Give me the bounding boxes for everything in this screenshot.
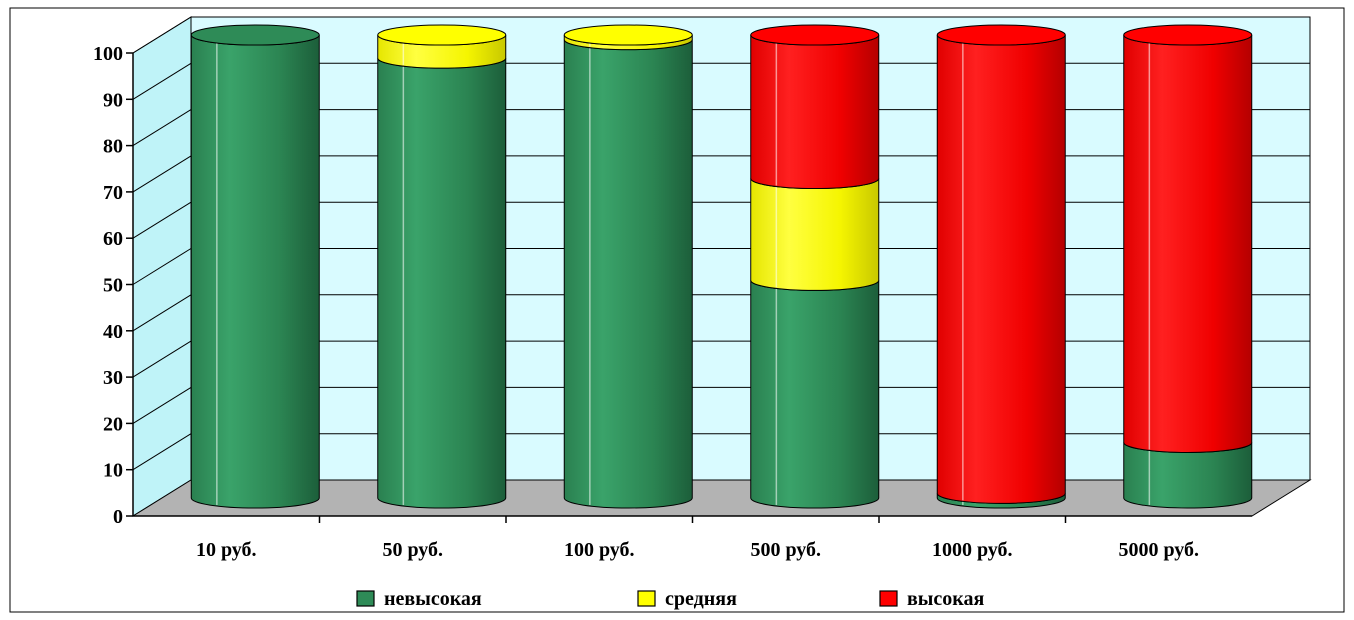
gridline-side xyxy=(132,340,192,378)
bar-top-cap xyxy=(750,24,880,46)
legend-label: высокая xyxy=(907,588,985,610)
y-tick-label: 40 xyxy=(103,321,123,343)
x-tick-label: 500 руб. xyxy=(750,539,821,561)
x-tick-label: 50 руб. xyxy=(382,539,443,561)
bar-segment-невысокая xyxy=(377,58,507,509)
gridline-side xyxy=(132,294,192,332)
legend-item: высокая xyxy=(879,588,985,610)
cylinder-bar xyxy=(750,24,880,509)
gridline-side xyxy=(132,109,192,147)
y-tick-label: 90 xyxy=(103,89,123,111)
bar-segment-невысокая xyxy=(190,34,320,509)
legend-item: средняя xyxy=(637,588,737,610)
cylinder-bar xyxy=(936,24,1066,509)
legend-swatch xyxy=(356,590,375,607)
x-tick-label: 10 руб. xyxy=(196,539,257,561)
gridline-side xyxy=(132,62,192,100)
bar-segment-высокая xyxy=(750,34,880,190)
bar-segment-невысокая xyxy=(563,39,693,509)
x-tick-label: 1000 руб. xyxy=(932,539,1013,561)
y-tick-label: 10 xyxy=(103,460,123,482)
chart-frame xyxy=(9,7,1345,613)
cylinder-bar xyxy=(1123,24,1253,509)
y-tick-label: 60 xyxy=(103,228,123,250)
cylinder-bar xyxy=(190,24,320,509)
legend-swatch xyxy=(879,590,898,607)
bar-top-cap xyxy=(190,24,320,46)
bar-segment-невысокая xyxy=(750,280,880,509)
bar-top-cap xyxy=(1123,24,1253,46)
gridline-side xyxy=(132,155,192,193)
legend-item: невысокая xyxy=(356,588,482,610)
bar-top-cap xyxy=(563,24,693,46)
y-tick-label: 0 xyxy=(113,506,123,528)
cylinder-bar xyxy=(377,24,507,509)
gridline-side xyxy=(132,201,192,239)
legend-label: невысокая xyxy=(384,588,482,610)
y-tick-label: 20 xyxy=(103,413,123,435)
y-tick-label: 30 xyxy=(103,367,123,389)
bar-segment-высокая xyxy=(1123,34,1253,453)
gridline-side xyxy=(132,386,192,424)
bar-top-cap xyxy=(377,24,507,46)
y-tick-label: 70 xyxy=(103,182,123,204)
gridline-side xyxy=(132,16,192,54)
legend-swatch xyxy=(637,590,656,607)
cylinder-bar xyxy=(563,24,693,509)
bar-segment-высокая xyxy=(936,34,1066,504)
y-tick-label: 80 xyxy=(103,136,123,158)
y-tick-label: 100 xyxy=(93,43,123,65)
y-tick-label: 50 xyxy=(103,275,123,297)
bar-segment-средняя xyxy=(750,178,880,291)
x-tick-label: 100 руб. xyxy=(564,539,635,561)
bar-top-cap xyxy=(936,24,1066,46)
legend-label: средняя xyxy=(665,588,737,610)
gridline-side xyxy=(132,433,192,471)
gridline-side xyxy=(132,248,192,285)
x-tick-label: 5000 руб. xyxy=(1118,539,1199,561)
